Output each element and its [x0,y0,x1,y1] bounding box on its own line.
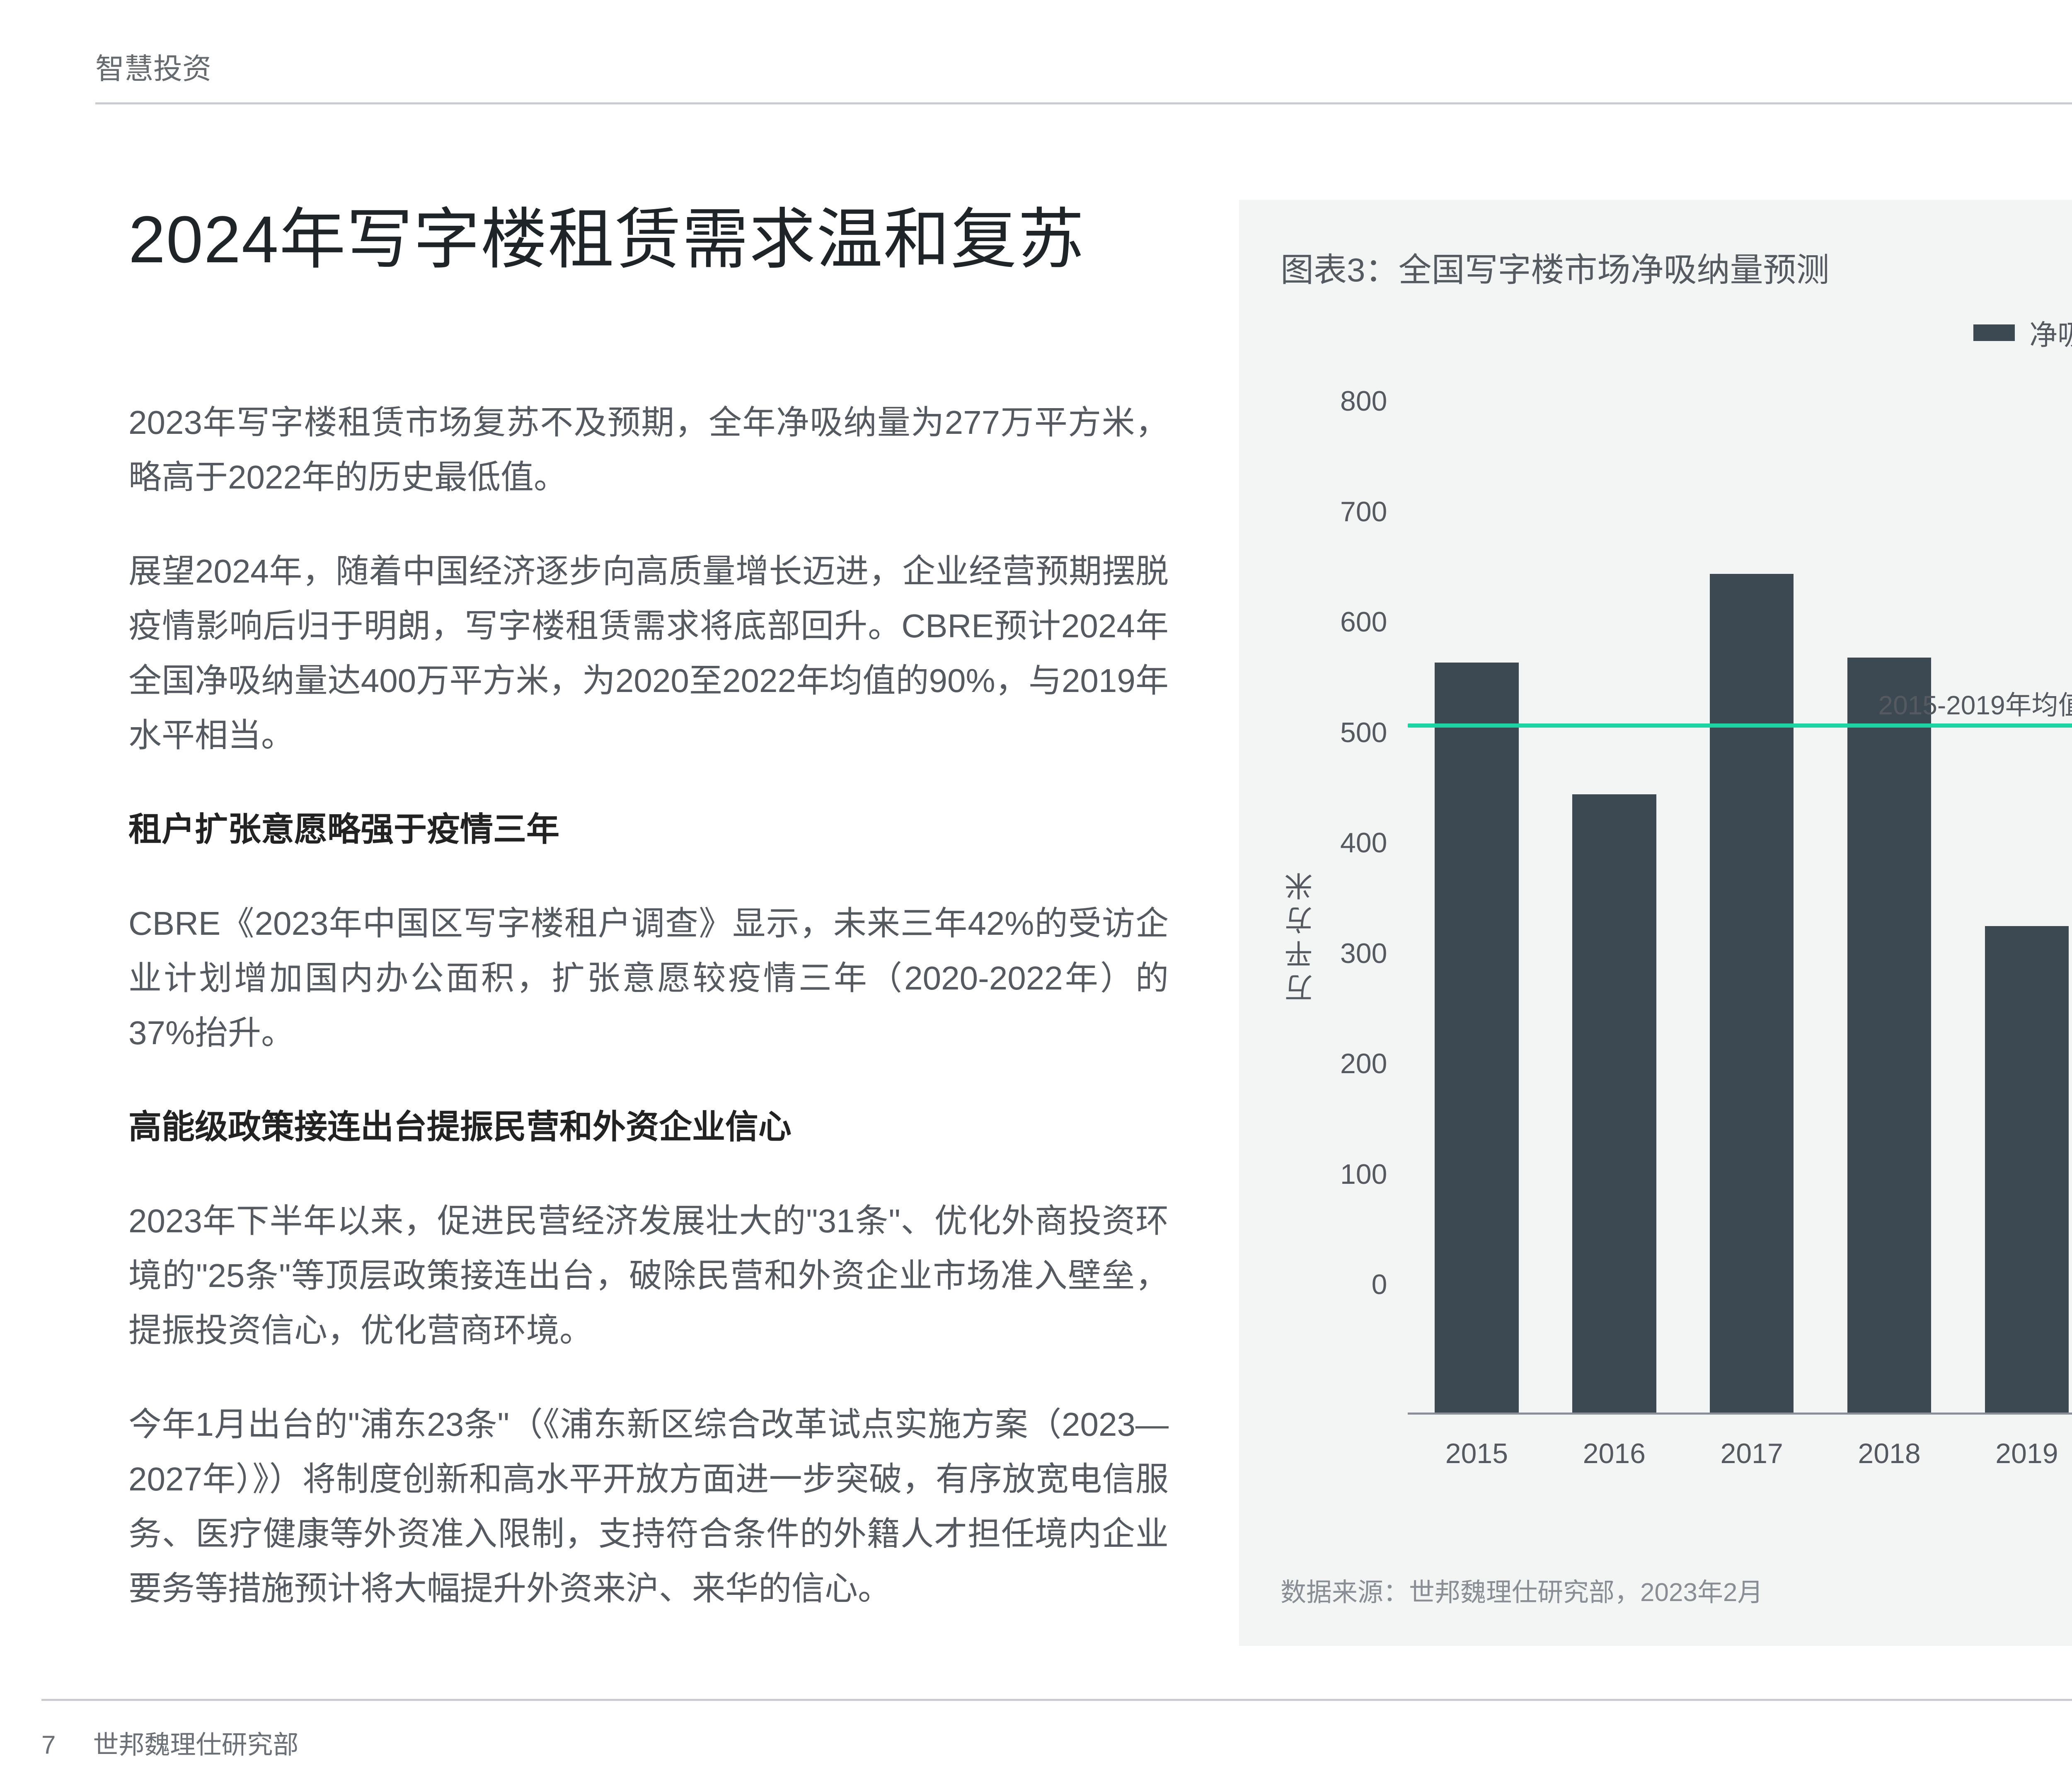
left-column: 2024年写字楼租赁需求温和复苏 2023年写字楼租赁市场复苏不及预期，全年净吸… [95,200,1169,1655]
paragraph-3: CBRE《2023年中国区写字楼租户调查》显示，未来三年42%的受访企业计划增加… [128,896,1169,1060]
paragraph-1: 2023年写字楼租赁市场复苏不及预期，全年净吸纳量为277万平方米，略高于202… [128,395,1169,505]
y-tick: 600 [1340,606,1387,638]
footer: 7 世邦魏理仕研究部 © 2024 CBRE, INC. [0,1699,2072,1790]
y-tick: 400 [1340,827,1387,859]
page-number: 7 [41,1730,56,1760]
y-tick: 0 [1372,1268,1387,1301]
bar-slot [1683,399,1820,1413]
chart-bar [1710,574,1794,1413]
chart-panel: 图表3：全国写字楼市场净吸纳量预测 净吸纳量 年均值 万平方米 800 700 60… [1239,200,2072,1646]
footer-org: 世邦魏理仕研究部 [93,1724,298,1761]
legend-bar-label: 净吸纳量 [2029,312,2072,353]
header-row: 智慧投资 2024年中国房地产市场展望 [95,46,2072,100]
body-text: 2023年写字楼租赁市场复苏不及预期，全年净吸纳量为277万平方米，略高于202… [128,395,1169,1616]
chart-source: 数据来源：世邦魏理仕研究部，2023年2月 [1280,1571,2072,1609]
x-tick: 2019 [1958,1437,2072,1470]
chart-bar [1572,794,1656,1413]
header-divider [95,102,2072,104]
x-axis-ticks: 2015201620172018201920202021202220232024… [1408,1437,2072,1470]
chart-title: 图表3：全国写字楼市场净吸纳量预测 [1280,243,2072,291]
chart-plot: 2015-2019年均值2020-2022年均值 [1408,399,2072,1415]
y-tick: 300 [1340,937,1387,970]
footer-divider [41,1699,2072,1701]
x-tick: 2015 [1408,1437,1545,1470]
y-tick: 700 [1340,496,1387,528]
avg-line-label: 2015-2019年均值 [1878,684,2072,722]
y-tick: 100 [1340,1158,1387,1190]
y-tick: 500 [1340,716,1387,749]
chart-legend: 净吸纳量 年均值 [1973,312,2072,353]
y-axis-label: 万平方米 [1280,866,1322,1002]
paragraph-4: 2023年下半年以来，促进民营经济发展壮大的"31条"、优化外商投资环境的"25… [128,1194,1169,1358]
chart-bar [1847,658,1931,1413]
y-axis-ticks: 800 700 600 500 400 300 200 100 0 [1340,385,1387,1301]
paragraph-5: 今年1月出台的"浦东23条"（《浦东新区综合改革试点实施方案（2023—2027… [128,1397,1169,1616]
x-tick: 2016 [1545,1437,1683,1470]
subheading-1: 租户扩张意愿略强于疫情三年 [128,802,1169,857]
header-left: 智慧投资 [95,46,211,87]
bar-slot [1408,399,1545,1413]
avg-line [1408,723,2072,728]
content-row: 2024年写字楼租赁需求温和复苏 2023年写字楼租赁市场复苏不及预期，全年净吸… [95,200,2072,1655]
legend-item-bar: 净吸纳量 [1973,312,2072,353]
y-tick: 800 [1340,385,1387,417]
bar-slot [1545,399,1683,1413]
bar-slot [1958,399,2072,1413]
subheading-2: 高能级政策接连出台提振民营和外资企业信心 [128,1100,1169,1154]
legend-swatch-bar [1973,324,2015,341]
page-title: 2024年写字楼租赁需求温和复苏 [128,200,1169,279]
paragraph-2: 展望2024年，随着中国经济逐步向高质量增长迈进，企业经营预期摆脱疫情影响后归于… [128,544,1169,763]
footer-row: 7 世邦魏理仕研究部 © 2024 CBRE, INC. [41,1724,2072,1761]
chart-bar [1985,926,2069,1413]
chart-area: 净吸纳量 年均值 万平方米 8007006005004003002001000 … [1280,399,2072,1470]
y-tick: 200 [1340,1047,1387,1080]
x-tick: 2017 [1683,1437,1820,1470]
bar-slot [1820,399,1958,1413]
footer-left: 7 世邦魏理仕研究部 [41,1724,299,1761]
chart-bar [1435,663,1518,1413]
chart-bars [1408,399,2072,1413]
x-tick: 2018 [1820,1437,1958,1470]
page-root: 智慧投资 2024年中国房地产市场展望 2024年写字楼租赁需求温和复苏 202… [0,0,2072,1790]
